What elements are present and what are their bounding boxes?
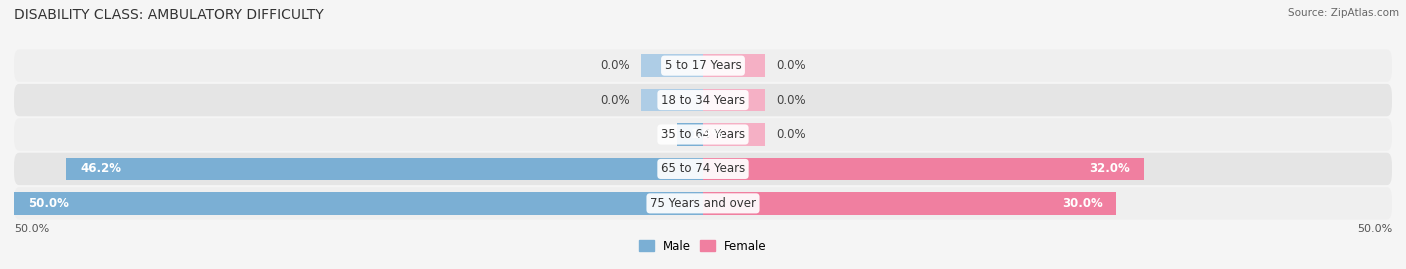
Text: 30.0%: 30.0% <box>1062 197 1102 210</box>
Bar <box>703 158 1144 180</box>
FancyBboxPatch shape <box>14 118 1392 151</box>
Bar <box>641 54 703 77</box>
Bar <box>703 54 765 77</box>
FancyBboxPatch shape <box>14 153 1392 185</box>
Text: 0.0%: 0.0% <box>776 59 806 72</box>
Bar <box>703 89 765 111</box>
Text: 0.0%: 0.0% <box>600 59 630 72</box>
Text: Source: ZipAtlas.com: Source: ZipAtlas.com <box>1288 8 1399 18</box>
Text: 65 to 74 Years: 65 to 74 Years <box>661 162 745 175</box>
Text: 0.0%: 0.0% <box>776 94 806 107</box>
Bar <box>66 158 703 180</box>
Bar <box>14 192 703 215</box>
Bar <box>676 123 703 146</box>
Bar <box>641 89 703 111</box>
Text: 1.9%: 1.9% <box>690 128 723 141</box>
Text: 35 to 64 Years: 35 to 64 Years <box>661 128 745 141</box>
Text: 18 to 34 Years: 18 to 34 Years <box>661 94 745 107</box>
Text: 75 Years and over: 75 Years and over <box>650 197 756 210</box>
FancyBboxPatch shape <box>14 187 1392 220</box>
Text: 32.0%: 32.0% <box>1090 162 1130 175</box>
Text: 50.0%: 50.0% <box>1357 224 1392 234</box>
FancyBboxPatch shape <box>14 49 1392 82</box>
Text: 0.0%: 0.0% <box>776 128 806 141</box>
Text: 50.0%: 50.0% <box>28 197 69 210</box>
Legend: Male, Female: Male, Female <box>640 240 766 253</box>
Text: 46.2%: 46.2% <box>80 162 121 175</box>
Text: DISABILITY CLASS: AMBULATORY DIFFICULTY: DISABILITY CLASS: AMBULATORY DIFFICULTY <box>14 8 323 22</box>
FancyBboxPatch shape <box>14 84 1392 116</box>
Bar <box>703 123 765 146</box>
Text: 50.0%: 50.0% <box>14 224 49 234</box>
Text: 5 to 17 Years: 5 to 17 Years <box>665 59 741 72</box>
Text: 0.0%: 0.0% <box>600 94 630 107</box>
Bar <box>703 192 1116 215</box>
